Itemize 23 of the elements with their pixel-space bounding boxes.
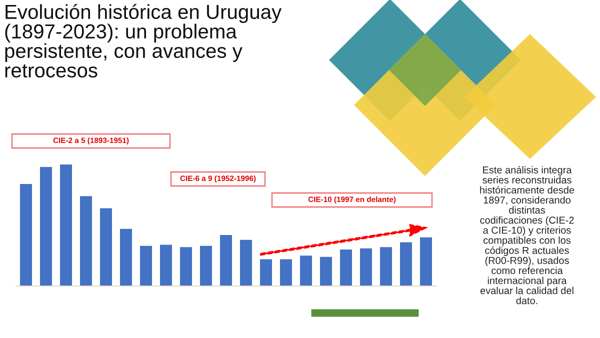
- bar: [320, 256, 332, 286]
- bar: [120, 228, 132, 286]
- bar: [60, 164, 72, 286]
- bar: [40, 166, 52, 286]
- bar: [220, 234, 232, 286]
- bar: [340, 250, 352, 286]
- text: Este análisis integra series reconstruidas históricamente desde 1897, considerando distintas codificaciones (CIE-2 a CIE-10) y criterios compatibles con los códigos R actuales (R00-R99), usados como referencia internacional para evaluar la calidad del dato.: [480, 166, 574, 304]
- bar: [160, 244, 172, 286]
- bar: [200, 246, 212, 286]
- bar: [420, 237, 432, 286]
- bar: [80, 196, 92, 286]
- bar: [140, 246, 152, 286]
- bar: [360, 248, 372, 286]
- bar: [180, 247, 192, 286]
- bar: [260, 259, 272, 286]
- bar: [100, 208, 112, 286]
- bar: [280, 259, 292, 286]
- bar: [300, 256, 312, 286]
- bar: [380, 247, 392, 286]
- bar: [400, 242, 412, 286]
- bar: [240, 240, 252, 286]
- bar: [20, 184, 32, 286]
- chart-title: Evolución histórica en Uruguay (1897-2023): un problema persistente, con avances y retrocesos: [5, 4, 282, 78]
